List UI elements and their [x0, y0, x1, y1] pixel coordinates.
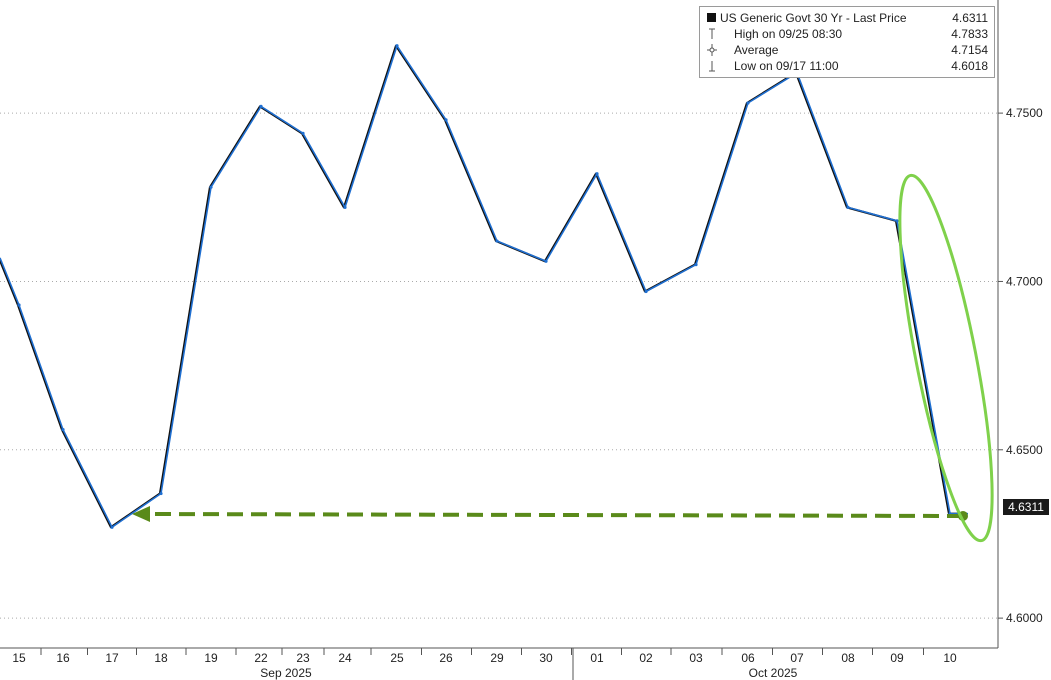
legend-series-label: US Generic Govt 30 Yr - Last Price	[720, 11, 907, 25]
x-tick-label: 03	[689, 651, 703, 665]
month-label: Oct 2025	[749, 666, 798, 680]
y-axis: 4.6000 4.6500 4.7000 4.7500	[997, 0, 1043, 648]
arrow-head-icon	[132, 506, 150, 522]
series-layer	[0, 44, 968, 529]
x-tick-label: 16	[56, 651, 70, 665]
legend-low-label: Low on 09/17 11:00	[734, 59, 839, 73]
data-point	[846, 205, 850, 209]
data-point	[17, 303, 21, 307]
x-tick-label: 23	[296, 651, 310, 665]
legend-average-label: Average	[734, 43, 779, 57]
y-tick-label: 4.7000	[1006, 274, 1043, 288]
legend-low-value: 4.6018	[951, 59, 988, 73]
legend-row-high: High on 09/25 08:30 4.7833	[704, 26, 988, 42]
dashed-arrow-line	[149, 512, 964, 518]
gridlines	[0, 112, 998, 619]
x-tick-label: 06	[741, 651, 755, 665]
x-tick-label: 15	[12, 651, 26, 665]
high-marker-icon	[709, 28, 715, 39]
legend-row-average: Average 4.7154	[704, 42, 988, 58]
x-tick-label: 30	[539, 651, 553, 665]
data-point	[544, 259, 548, 263]
legend-high-value: 4.7833	[951, 27, 988, 41]
x-tick-label: 08	[841, 651, 855, 665]
data-point	[444, 118, 448, 122]
data-point	[895, 219, 899, 223]
average-marker-icon	[707, 44, 717, 56]
y-tick-label: 4.6500	[1006, 443, 1043, 457]
month-label: Sep 2025	[260, 666, 312, 680]
y-tick-label: 4.7500	[1006, 106, 1043, 120]
legend-row-series: US Generic Govt 30 Yr - Last Price 4.631…	[704, 10, 988, 26]
x-tick-label: 19	[204, 651, 218, 665]
legend-average-value: 4.7154	[951, 43, 988, 57]
filled-square-icon	[707, 13, 716, 22]
data-point	[495, 239, 499, 243]
x-tick-label: 10	[943, 651, 957, 665]
data-point	[395, 44, 399, 48]
x-tick-label: 09	[890, 651, 904, 665]
data-point	[209, 185, 213, 189]
data-point	[301, 131, 305, 135]
x-tick-label: 26	[439, 651, 453, 665]
legend-high-label: High on 09/25 08:30	[734, 27, 843, 41]
legend-row-low: Low on 09/17 11:00 4.6018	[704, 58, 988, 74]
annotations	[132, 173, 994, 543]
x-tick-label: 18	[154, 651, 168, 665]
x-tick-label: 17	[105, 651, 119, 665]
x-tick-label: 02	[639, 651, 653, 665]
x-axis: 15 16 17 18 19 22 23 24 25 26 29 30 01 02 03 06 07 08 09 10…	[0, 647, 998, 680]
x-tick-label: 01	[590, 651, 604, 665]
last-price-tag: 4.6311	[1003, 499, 1049, 515]
series-line	[0, 45, 968, 528]
x-tick-label: 25	[390, 651, 404, 665]
legend-series-value: 4.6311	[952, 11, 988, 25]
data-point	[110, 525, 114, 529]
low-marker-icon	[709, 61, 715, 72]
data-point	[259, 104, 263, 108]
series-line-shadow	[0, 44, 967, 529]
data-point	[644, 289, 648, 294]
data-point	[746, 101, 750, 105]
x-tick-label: 22	[254, 651, 268, 665]
legend: US Generic Govt 30 Yr - Last Price 4.631…	[699, 6, 995, 78]
data-point	[343, 205, 347, 209]
data-point	[595, 172, 599, 176]
x-tick-label: 07	[790, 651, 804, 665]
x-tick-label: 24	[338, 651, 352, 665]
highlight-ellipse	[898, 173, 994, 543]
y-tick-label: 4.6000	[1006, 611, 1043, 625]
data-point	[61, 427, 65, 432]
data-point	[159, 491, 163, 496]
data-point	[694, 263, 698, 267]
x-tick-label: 29	[490, 651, 504, 665]
